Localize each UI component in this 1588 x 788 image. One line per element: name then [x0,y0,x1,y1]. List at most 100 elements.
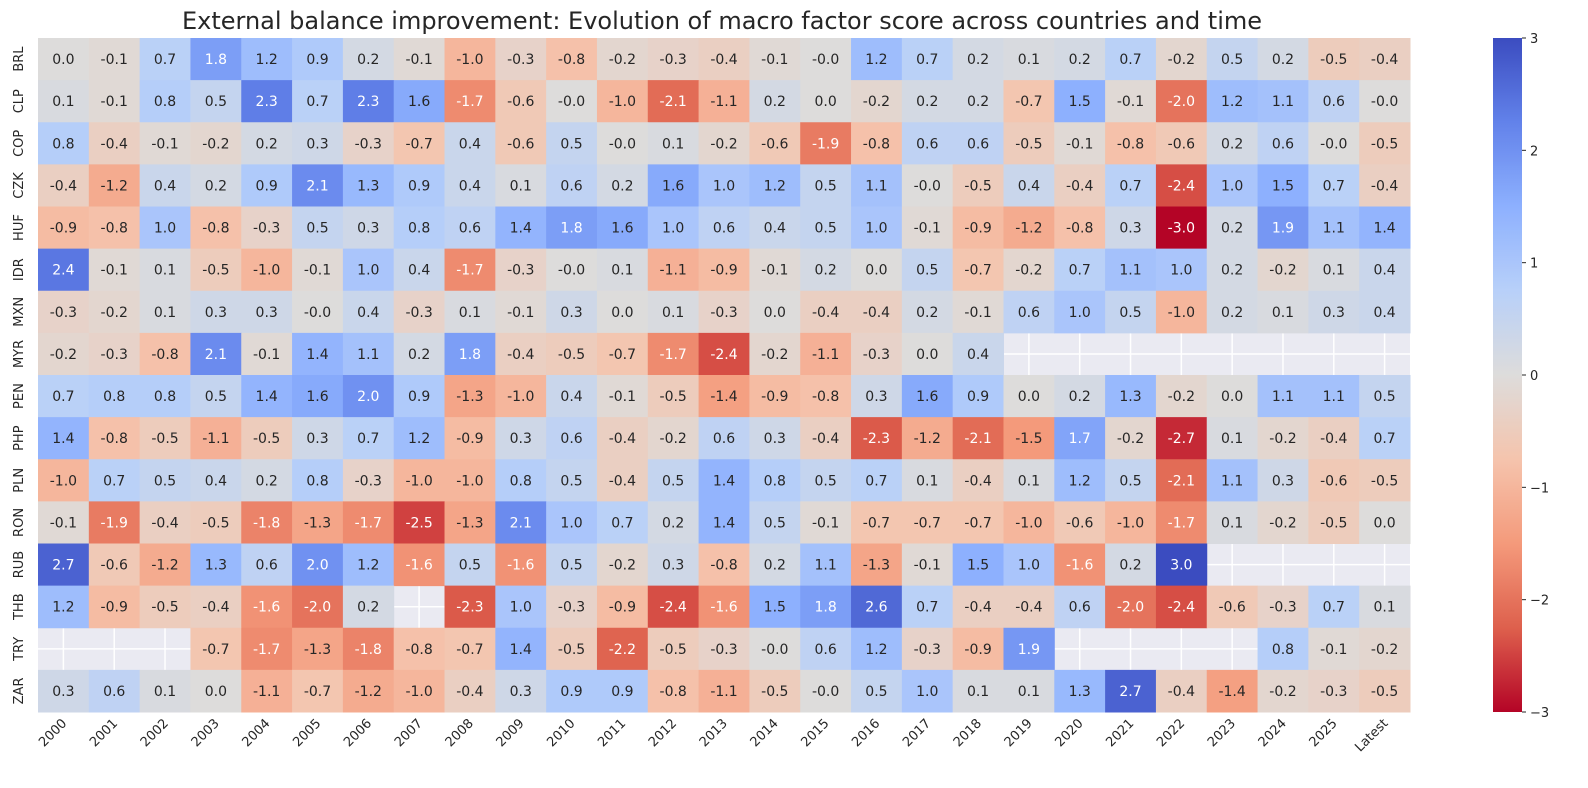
cell-label: -0.8 [660,684,687,700]
heatmap-cell: -0.7 [952,501,1004,544]
heatmap-cell: 1.0 [698,164,750,207]
heatmap-cell: -0.3 [1308,669,1360,713]
heatmap-cell: -0.1 [495,290,547,334]
cell-label: -2.3 [863,431,890,447]
cell-rect [800,501,852,544]
heatmap-cell: -0.2 [749,332,801,376]
heatmap-cell: 1.4 [38,417,90,460]
cell-rect [1257,248,1309,292]
cell-rect [647,332,700,376]
cell-label: 0.0 [865,263,887,279]
cell-rect [800,80,852,123]
cell-label: -0.3 [507,52,534,68]
cell-label: -0.1 [1066,136,1093,152]
cell-rect [1359,375,1411,418]
cell-rect [952,417,1004,460]
cell-label: 0.3 [764,431,786,447]
cell-rect [241,375,293,418]
heatmap-cell: -0.7 [190,627,242,671]
cell-rect [495,543,547,587]
cell-rect [698,669,750,713]
cell-rect [139,332,191,376]
cell-rect [342,80,395,123]
cell-label: -0.7 [914,515,941,531]
x-tick-label: 2021 [1103,716,1137,750]
heatmap-cell: -0.8 [1105,122,1157,165]
heatmap-cell: 1.0 [495,585,547,629]
cell-rect [1359,38,1411,81]
heatmap-cell: -2.1 [952,417,1004,460]
cell-label: 2.3 [357,94,379,110]
cell-rect [1308,627,1360,671]
heatmap-cell: 0.1 [444,290,496,334]
cell-label: 0.3 [1272,473,1294,489]
heatmap-cell: 0.4 [190,459,242,502]
cell-label: 0.3 [306,431,328,447]
cell-label: -0.9 [761,389,788,405]
cell-label: 0.8 [103,389,125,405]
heatmap-cell: 0.0 [190,669,242,713]
cell-label: 0.6 [916,136,938,152]
cell-label: 0.1 [154,684,176,700]
cell-label: 0.5 [865,684,887,700]
cell-label: 0.0 [52,52,74,68]
cell-rect [241,80,293,123]
heatmap-cell: -2.4 [647,585,700,629]
heatmap-cell: 0.5 [444,543,496,587]
cell-rect [444,459,496,502]
cell-label: -0.2 [1371,642,1398,658]
cell-label: -2.5 [405,515,432,531]
cell-label: -0.0 [1371,94,1398,110]
cell-rect [1003,248,1055,292]
cell-rect [241,543,293,587]
heatmap-cell: -0.9 [444,417,496,460]
heatmap-cell: 0.3 [851,375,903,418]
cell-label: -0.1 [50,515,77,531]
cell-label: 0.0 [916,347,938,363]
heatmap-cell: 0.7 [1308,585,1360,629]
cell-rect [1359,290,1411,334]
cell-label: 0.8 [154,94,176,110]
cell-rect [241,417,293,460]
cell-label: -0.6 [101,558,128,574]
cell-label: -0.1 [812,515,839,531]
cell-rect [1257,290,1309,334]
heatmap-cell: 0.5 [901,248,954,292]
y-tick-label: BRL [12,46,27,72]
heatmap-cell: 0.6 [698,417,750,460]
cell-label: 2.7 [52,558,74,574]
heatmap-cell: -1.0 [393,459,446,502]
cell-rect [647,501,700,544]
cell-label: -0.5 [1371,684,1398,700]
heatmap-cell: 1.0 [1054,290,1106,334]
heatmap-cell: -0.1 [88,248,141,292]
cell-label: 1.0 [1221,178,1243,194]
cell-rect [495,80,547,123]
cell-label: 0.2 [1221,263,1243,279]
heatmap-cell: -0.9 [88,585,141,629]
cell-label: -0.6 [507,94,534,110]
cell-label: -1.1 [812,347,839,363]
cell-label: 1.1 [865,178,887,194]
heatmap-cell: -0.3 [698,627,750,671]
heatmap-cell: -1.2 [342,669,395,713]
cell-label: 0.4 [408,263,430,279]
cell-label: -0.2 [1015,263,1042,279]
heatmap-cell: -0.2 [190,122,242,165]
cell-rect [952,248,1004,292]
heatmap-cell: 0.1 [139,248,191,292]
heatmap-cell: -0.5 [139,585,191,629]
cell-rect [393,206,446,250]
cell-rect [190,206,242,250]
heatmap-cell: -2.2 [596,627,649,671]
cell-rect [1206,80,1259,123]
heatmap-cell: 0.8 [495,459,547,502]
cell-rect [596,585,649,629]
cell-rect [800,669,852,713]
cell-rect [901,543,954,587]
heatmap-cell: -1.7 [444,248,496,292]
cell-rect [546,417,598,460]
heatmap-cell: 0.7 [596,501,649,544]
cell-rect [749,459,801,502]
heatmap-cell: 1.4 [698,459,750,502]
